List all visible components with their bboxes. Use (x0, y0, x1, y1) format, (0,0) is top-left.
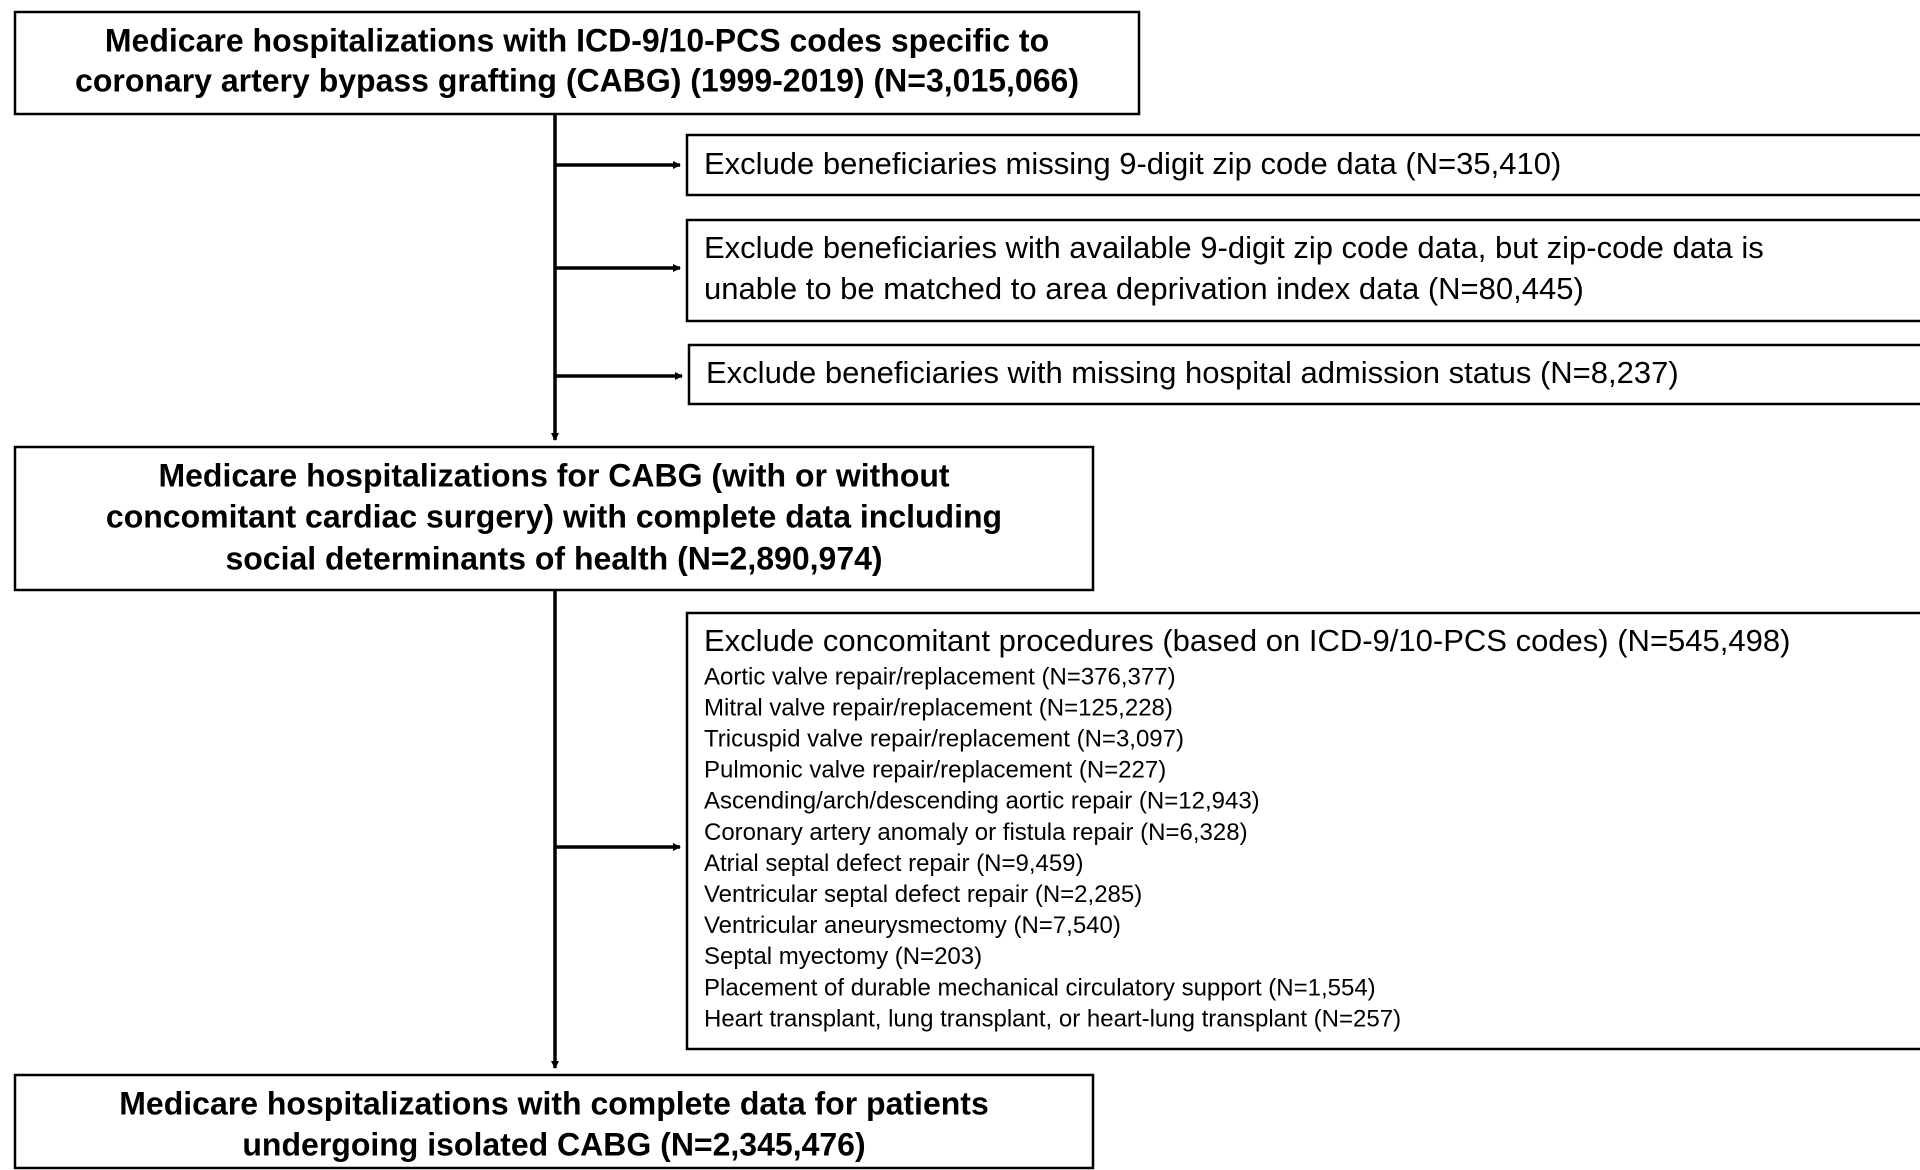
exclusion-item: Atrial septal defect repair (N=9,459) (704, 850, 1084, 877)
exclusion-item: Heart transplant, lung transplant, or he… (704, 1005, 1401, 1032)
main-box-text: Medicare hospitalizations with ICD-9/10-… (105, 22, 1049, 58)
main-box-text: coronary artery bypass grafting (CABG) (… (75, 62, 1079, 98)
exclusion-item: Pulmonic valve repair/replacement (N=227… (704, 757, 1166, 784)
exclusion-item: Septal myectomy (N=203) (704, 943, 982, 970)
main-box-text: social determinants of health (N=2,890,9… (225, 540, 882, 576)
exclusion-item: Ventricular septal defect repair (N=2,28… (704, 881, 1142, 908)
exclusion-box (685, 218, 1920, 323)
main-box (13, 445, 1095, 592)
exclusion-box (687, 343, 1920, 406)
main-box-text: concomitant cardiac surgery) with comple… (106, 498, 1002, 534)
exclusion-text: Exclude beneficiaries with missing hospi… (706, 355, 1679, 390)
exclusion-item: Aortic valve repair/replacement (N=376,3… (704, 663, 1176, 690)
exclusion-item: Tricuspid valve repair/replacement (N=3,… (704, 726, 1184, 753)
exclusion-text: unable to be matched to area deprivation… (704, 271, 1584, 306)
exclusion-box (685, 133, 1920, 197)
main-box (13, 10, 1141, 116)
main-box (13, 1073, 1095, 1170)
exclusion-box (685, 611, 1920, 1051)
main-box-text: Medicare hospitalizations with complete … (119, 1085, 988, 1121)
exclusion-item: Mitral valve repair/replacement (N=125,2… (704, 694, 1173, 721)
main-box-text: Medicare hospitalizations for CABG (with… (158, 457, 949, 493)
main-box-text: undergoing isolated CABG (N=2,345,476) (242, 1126, 865, 1162)
exclusion-item: Placement of durable mechanical circulat… (704, 974, 1376, 1001)
exclusion-text: Exclude beneficiaries missing 9-digit zi… (704, 146, 1561, 181)
exclusion-item: Ventricular aneurysmectomy (N=7,540) (704, 912, 1121, 939)
exclusion-item: Ascending/arch/descending aortic repair … (704, 788, 1260, 815)
exclusion-item: Coronary artery anomaly or fistula repai… (704, 819, 1248, 846)
exclusion-text: Exclude beneficiaries with available 9-d… (704, 230, 1764, 265)
exclusion-text: Exclude concomitant procedures (based on… (704, 623, 1790, 658)
